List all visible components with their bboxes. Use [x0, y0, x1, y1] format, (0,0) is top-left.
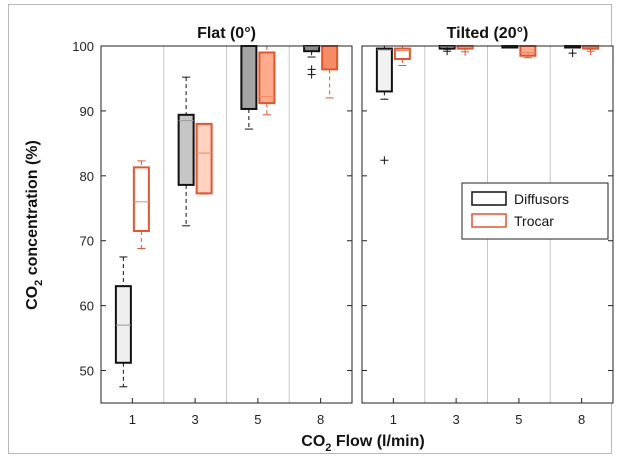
box-trocar-5	[519, 45, 537, 59]
box-iqr	[240, 45, 258, 110]
box-diffusors-3	[177, 76, 195, 227]
box-diffusors-1	[375, 45, 393, 165]
box-diffusors-1	[114, 256, 132, 388]
x-tick-label: 5	[515, 412, 522, 427]
x-axis-label-main: CO	[301, 433, 325, 450]
legend-label-trocar: Trocar	[514, 213, 554, 229]
box-trocar-5	[258, 45, 276, 116]
x-axis-label-rest: Flow (l/min)	[331, 433, 424, 450]
box-iqr	[375, 47, 393, 93]
legend-swatch-trocar	[471, 213, 507, 228]
x-axis-label: CO2 Flow (l/min)	[301, 433, 424, 454]
y-axis-label-main: CO	[24, 286, 41, 310]
x-axis-label-sub: 2	[325, 442, 331, 454]
box-diffusors-3	[438, 45, 456, 56]
y-axis-label: CO2 concentration (%)	[24, 140, 45, 310]
y-tick-label: 80	[80, 169, 94, 184]
x-tick-label: 1	[390, 412, 397, 427]
box-iqr	[132, 166, 150, 232]
box-iqr	[114, 285, 132, 364]
legend-label-diffusors: Diffusors	[514, 191, 569, 207]
box-iqr	[195, 122, 213, 195]
box-trocar-3	[456, 45, 474, 56]
y-tick-label: 50	[80, 364, 94, 379]
legend-swatch-diffusors	[471, 191, 507, 206]
box-iqr	[519, 45, 537, 57]
panel-border	[361, 45, 614, 404]
y-tick-label: 90	[80, 104, 94, 119]
legend: Diffusors Trocar	[461, 182, 609, 240]
box-iqr	[258, 51, 276, 105]
x-tick-label: 1	[129, 412, 136, 427]
x-tick-label: 3	[192, 412, 199, 427]
y-tick-label: 100	[72, 39, 94, 54]
y-axis-label-sub: 2	[33, 280, 45, 286]
y-axis-label-rest: concentration (%)	[24, 140, 41, 280]
box-iqr	[321, 45, 339, 71]
box-trocar-3	[195, 122, 213, 195]
panel-1: Flat (0°) 50 60 70 80 90 100 1 3 5 8	[72, 25, 353, 427]
x-tick-label: 5	[254, 412, 261, 427]
box-trocar-1	[132, 160, 150, 250]
y-tick-label: 70	[80, 234, 94, 249]
box-iqr	[177, 113, 195, 186]
x-tick-label: 3	[453, 412, 460, 427]
box-trocar-1	[393, 45, 411, 66]
panel-border	[100, 45, 353, 404]
panel-title: Tilted (20°)	[447, 25, 529, 42]
x-tick-label: 8	[317, 412, 324, 427]
x-tick-label: 8	[578, 412, 585, 427]
y-tick-label: 60	[80, 299, 94, 314]
box-iqr	[393, 47, 411, 60]
panel-title: Flat (0°)	[197, 25, 256, 42]
